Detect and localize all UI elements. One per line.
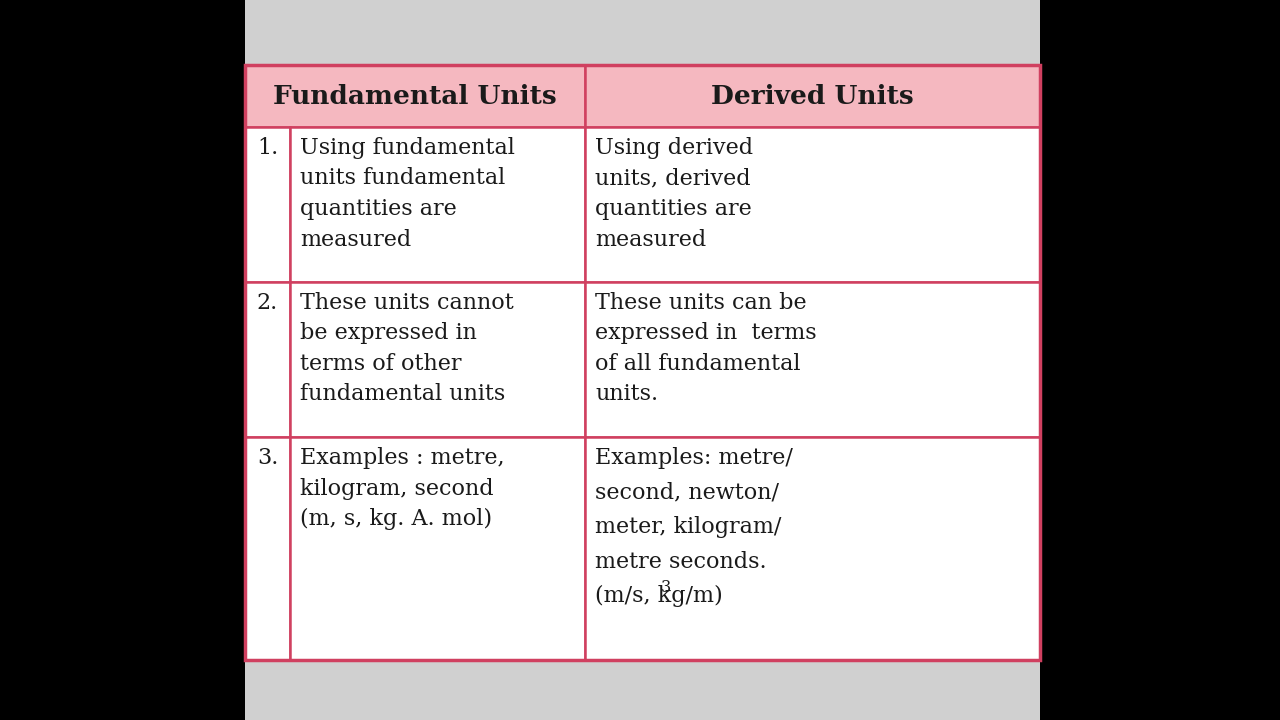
Text: metre seconds.: metre seconds. bbox=[595, 551, 767, 572]
Bar bbox=[244, 65, 1039, 660]
Bar bbox=[291, 127, 585, 282]
Text: 2.: 2. bbox=[257, 292, 278, 314]
Text: These units cannot
be expressed in
terms of other
fundamental units: These units cannot be expressed in terms… bbox=[300, 292, 513, 405]
Text: Examples: metre/: Examples: metre/ bbox=[595, 447, 792, 469]
Bar bbox=[585, 65, 1039, 127]
Text: Using fundamental
units fundamental
quantities are
measured: Using fundamental units fundamental quan… bbox=[300, 137, 515, 251]
Bar bbox=[585, 437, 1039, 660]
Bar bbox=[244, 127, 291, 282]
Text: meter, kilogram/: meter, kilogram/ bbox=[595, 516, 781, 538]
Bar bbox=[244, 437, 291, 660]
Bar bbox=[0, 0, 244, 720]
Text: Fundamental Units: Fundamental Units bbox=[273, 84, 557, 109]
Bar bbox=[585, 127, 1039, 282]
Text: 3: 3 bbox=[660, 579, 671, 596]
Text: These units can be
expressed in  terms
of all fundamental
units.: These units can be expressed in terms of… bbox=[595, 292, 817, 405]
Text: Examples : metre,
kilogram, second
(m, s, kg. A. mol): Examples : metre, kilogram, second (m, s… bbox=[300, 447, 504, 530]
Text: Using derived
units, derived
quantities are
measured: Using derived units, derived quantities … bbox=[595, 137, 753, 251]
Bar bbox=[291, 282, 585, 437]
Text: (m/s, kg/m): (m/s, kg/m) bbox=[595, 585, 723, 607]
Text: 1.: 1. bbox=[257, 137, 278, 159]
Bar bbox=[291, 437, 585, 660]
Text: second, newton/: second, newton/ bbox=[595, 482, 780, 503]
Bar bbox=[585, 282, 1039, 437]
Bar bbox=[244, 282, 291, 437]
Bar bbox=[244, 65, 585, 127]
Bar bbox=[1039, 0, 1280, 720]
Text: 3.: 3. bbox=[257, 447, 278, 469]
Text: Derived Units: Derived Units bbox=[712, 84, 914, 109]
